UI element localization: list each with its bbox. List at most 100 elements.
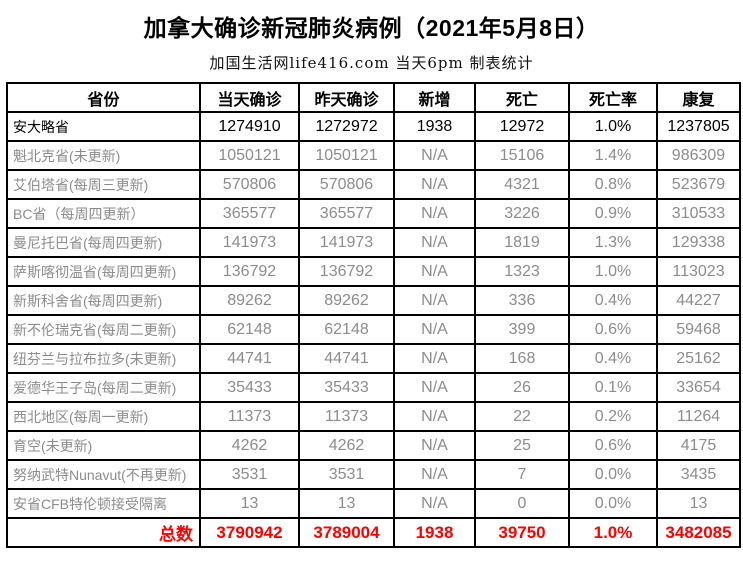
value-cell: 13 (298, 488, 395, 519)
value-cell: 0.4% (568, 343, 658, 374)
value-cell: 1323 (474, 256, 570, 287)
value-cell: 399 (474, 314, 570, 345)
column-header: 省份 (6, 82, 201, 113)
covid-cases-table: 省份 当天确诊 昨天确诊 新增 死亡 死亡率 康复 安大略省 1274910 1272972 19… (6, 82, 741, 548)
value-cell: 3790942 (199, 517, 300, 548)
value-cell: 3482085 (656, 517, 741, 548)
table-row: 育空(未更新) 4262 4262 N/A 25 0.6% 4175 (6, 430, 741, 461)
value-cell: N/A (393, 430, 476, 461)
value-cell: 62148 (199, 314, 300, 345)
value-cell: 11373 (199, 401, 300, 432)
value-cell: 129338 (656, 227, 741, 258)
value-cell: N/A (393, 285, 476, 316)
value-cell: 141973 (298, 227, 395, 258)
value-cell: 25 (474, 430, 570, 461)
column-header: 昨天确诊 (298, 82, 395, 113)
table-body: 安大略省 1274910 1272972 1938 12972 1.0% 1237805 魁北… (6, 111, 741, 548)
value-cell: 1237805 (656, 111, 741, 142)
value-cell: N/A (393, 343, 476, 374)
value-cell: 44741 (199, 343, 300, 374)
value-cell: 365577 (298, 198, 395, 229)
value-cell: N/A (393, 401, 476, 432)
value-cell: 1050121 (298, 140, 395, 171)
table-row: BC省（每周四更新） 365577 365577 N/A 3226 0.9% 310533 (6, 198, 741, 229)
value-cell: 1.0% (568, 517, 658, 548)
value-cell: 4262 (298, 430, 395, 461)
province-cell: 曼尼托巴省(每周四更新) (6, 227, 201, 258)
column-header: 死亡率 (568, 82, 658, 113)
value-cell: 310533 (656, 198, 741, 229)
value-cell: 35433 (298, 372, 395, 403)
value-cell: 3531 (199, 459, 300, 490)
value-cell: N/A (393, 459, 476, 490)
value-cell: 0.2% (568, 401, 658, 432)
value-cell: 44741 (298, 343, 395, 374)
value-cell: 3226 (474, 198, 570, 229)
value-cell: 0.6% (568, 314, 658, 345)
value-cell: 26 (474, 372, 570, 403)
table-row: 安省CFB特伦顿接受隔离 13 13 N/A 0 0.0% 13 (6, 488, 741, 519)
province-cell: 安省CFB特伦顿接受隔离 (6, 488, 201, 519)
province-cell: 安大略省 (6, 111, 201, 142)
value-cell: 0.9% (568, 198, 658, 229)
value-cell: 136792 (298, 256, 395, 287)
total-row: 总数 3790942 3789004 1938 39750 1.0% 3482085 (6, 517, 741, 548)
value-cell: 1938 (393, 517, 476, 548)
table-header-row: 省份 当天确诊 昨天确诊 新增 死亡 死亡率 康复 (6, 82, 741, 113)
value-cell: 35433 (199, 372, 300, 403)
province-cell: 总数 (6, 517, 201, 548)
value-cell: 11264 (656, 401, 741, 432)
value-cell: 25162 (656, 343, 741, 374)
value-cell: N/A (393, 314, 476, 345)
value-cell: 13 (199, 488, 300, 519)
value-cell: 7 (474, 459, 570, 490)
value-cell: 113023 (656, 256, 741, 287)
value-cell: 0.0% (568, 459, 658, 490)
value-cell: N/A (393, 198, 476, 229)
value-cell: 0 (474, 488, 570, 519)
table-row: 魁北克省(未更新) 1050121 1050121 N/A 15106 1.4% 98630… (6, 140, 741, 171)
table-row: 安大略省 1274910 1272972 1938 12972 1.0% 1237805 (6, 111, 741, 142)
value-cell: 336 (474, 285, 570, 316)
column-header: 新增 (393, 82, 476, 113)
value-cell: 39750 (474, 517, 570, 548)
value-cell: N/A (393, 488, 476, 519)
value-cell: 0.1% (568, 372, 658, 403)
province-cell: 西北地区(每周一更新) (6, 401, 201, 432)
province-cell: BC省（每周四更新） (6, 198, 201, 229)
table-row: 努纳武特Nunavut(不再更新) 3531 3531 N/A 7 0.0% 3435 (6, 459, 741, 490)
value-cell: 986309 (656, 140, 741, 171)
column-header: 当天确诊 (199, 82, 300, 113)
value-cell: 1050121 (199, 140, 300, 171)
value-cell: N/A (393, 140, 476, 171)
value-cell: 13 (656, 488, 741, 519)
province-cell: 新不伦瑞克省(每周二更新) (6, 314, 201, 345)
table-row: 萨斯喀彻温省(每周四更新) 136792 136792 N/A 1323 1.0% 1130… (6, 256, 741, 287)
value-cell: 570806 (298, 169, 395, 200)
table-row: 纽芬兰与拉布拉多(未更新) 44741 44741 N/A 168 0.4% 25162 (6, 343, 741, 374)
value-cell: 1938 (393, 111, 476, 142)
province-cell: 魁北克省(未更新) (6, 140, 201, 171)
value-cell: 365577 (199, 198, 300, 229)
value-cell: 1274910 (199, 111, 300, 142)
value-cell: 12972 (474, 111, 570, 142)
province-cell: 育空(未更新) (6, 430, 201, 461)
value-cell: 0.6% (568, 430, 658, 461)
value-cell: 1272972 (298, 111, 395, 142)
value-cell: 22 (474, 401, 570, 432)
value-cell: 523679 (656, 169, 741, 200)
table-row: 艾伯塔省(每周三更新) 570806 570806 N/A 4321 0.8% 523679 (6, 169, 741, 200)
value-cell: 0.0% (568, 488, 658, 519)
table-row: 新不伦瑞克省(每周二更新) 62148 62148 N/A 399 0.6% 59468 (6, 314, 741, 345)
table-row: 新斯科舍省(每周四更新) 89262 89262 N/A 336 0.4% 44227 (6, 285, 741, 316)
value-cell: 168 (474, 343, 570, 374)
page-title: 加拿大确诊新冠肺炎病例（2021年5月8日） (143, 15, 600, 41)
value-cell: 3531 (298, 459, 395, 490)
value-cell: N/A (393, 227, 476, 258)
province-cell: 纽芬兰与拉布拉多(未更新) (6, 343, 201, 374)
table-row: 爱德华王子岛(每周二更新) 35433 35433 N/A 26 0.1% 33654 (6, 372, 741, 403)
value-cell: 570806 (199, 169, 300, 200)
province-cell: 爱德华王子岛(每周二更新) (6, 372, 201, 403)
province-cell: 艾伯塔省(每周三更新) (6, 169, 201, 200)
column-header: 死亡 (474, 82, 570, 113)
